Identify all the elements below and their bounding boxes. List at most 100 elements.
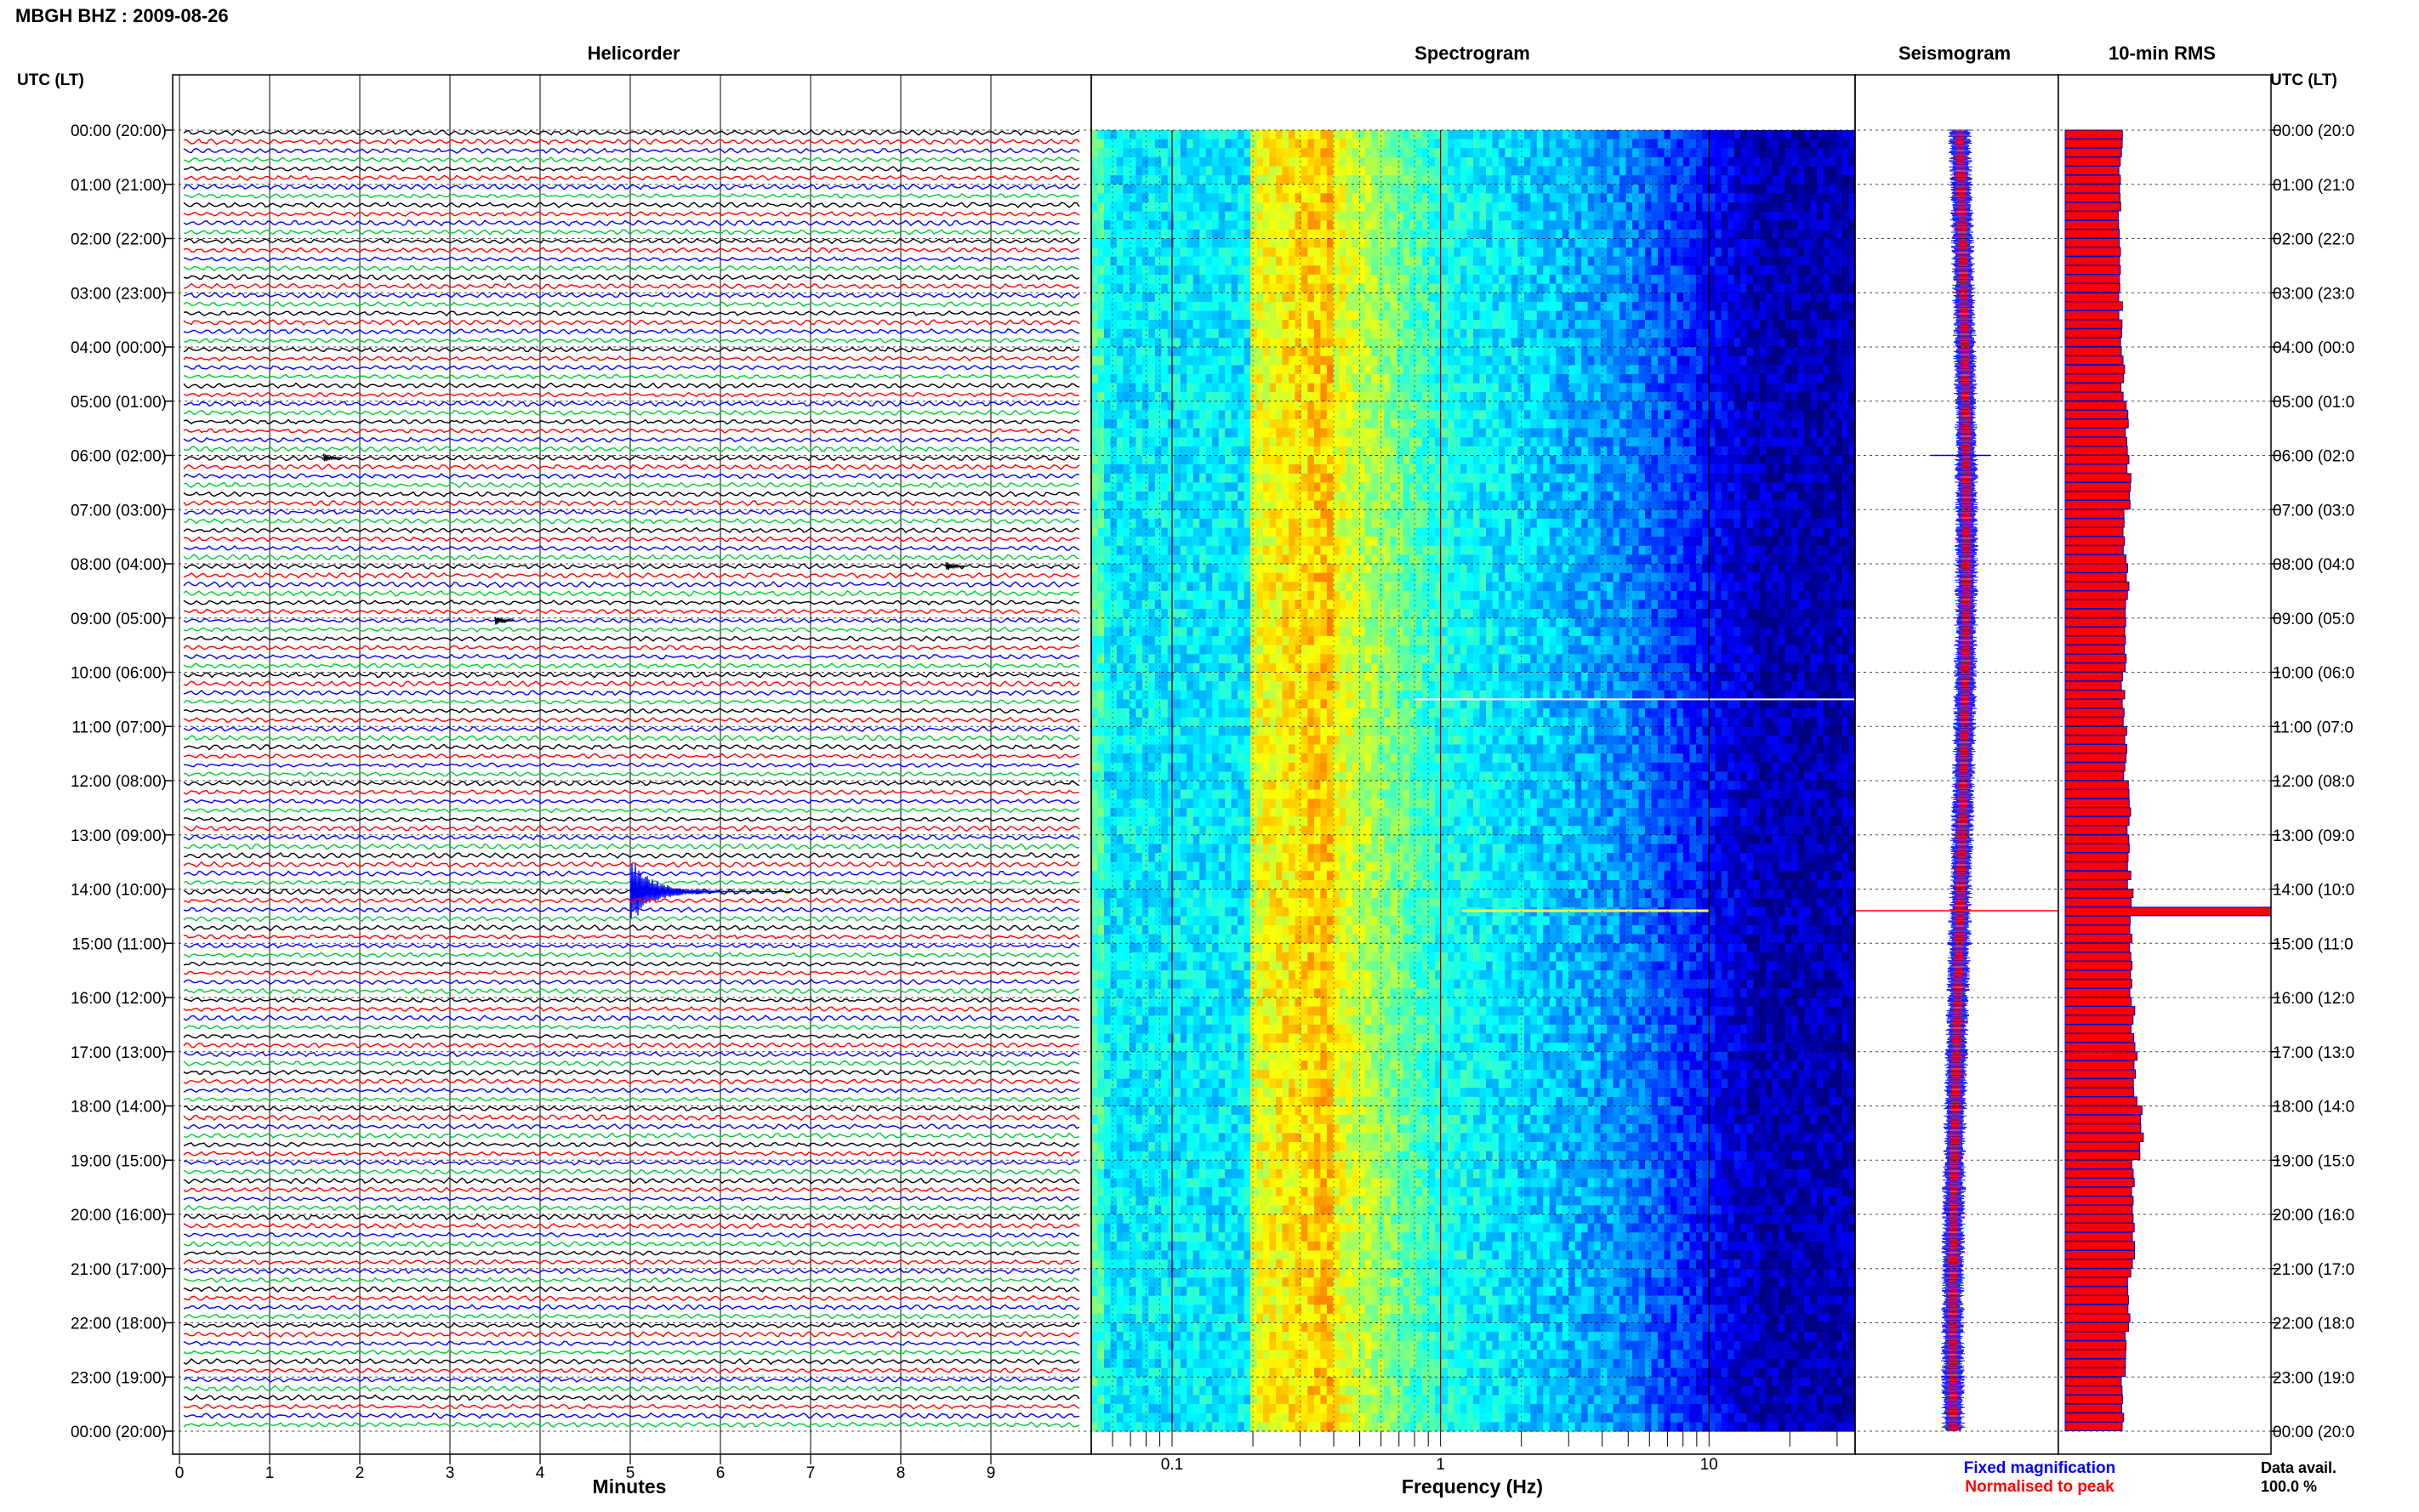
spectrogram-cell bbox=[1187, 293, 1194, 303]
spectrogram-cell bbox=[1466, 437, 1474, 447]
spectrogram-cell bbox=[1842, 328, 1850, 338]
spectrogram-cell bbox=[1549, 175, 1557, 185]
spectrogram-cell bbox=[1607, 202, 1614, 213]
spectrogram-cell bbox=[1123, 211, 1130, 221]
spectrogram-cell bbox=[1600, 139, 1608, 149]
spectrogram-cell bbox=[1435, 275, 1443, 285]
spectrogram-cell bbox=[1148, 220, 1156, 230]
spectrogram-cell bbox=[1466, 365, 1474, 375]
spectrogram-cell bbox=[1136, 347, 1143, 357]
spectrogram-cell bbox=[1250, 156, 1258, 168]
spectrogram-cell bbox=[1187, 392, 1194, 402]
spectrogram-cell bbox=[1676, 419, 1684, 429]
spectrogram-cell bbox=[1810, 338, 1818, 348]
spectrogram-cell bbox=[1830, 175, 1837, 185]
spectrogram-cell bbox=[1301, 392, 1309, 402]
spectrogram-cell bbox=[1619, 446, 1627, 457]
spectrogram-cell bbox=[1543, 328, 1551, 338]
spectrogram-cell bbox=[1454, 220, 1461, 230]
spectrogram-cell bbox=[1218, 428, 1226, 438]
spectrogram-cell bbox=[1594, 175, 1602, 185]
spectrogram-cell bbox=[1295, 211, 1302, 221]
spectrogram-cell bbox=[1721, 373, 1728, 384]
spectrogram-cell bbox=[1320, 175, 1328, 185]
spectrogram-cell bbox=[1313, 383, 1321, 393]
spectrogram-cell bbox=[1161, 275, 1169, 285]
spectrogram-cell bbox=[1199, 428, 1207, 438]
spectrogram-cell bbox=[1766, 175, 1773, 185]
spectrogram-cell bbox=[1238, 256, 1245, 266]
spectrogram-cell bbox=[1403, 365, 1410, 375]
spectrogram-cell bbox=[1218, 156, 1226, 168]
spectrogram-cell bbox=[1810, 148, 1818, 158]
spectrogram-cell bbox=[1574, 301, 1582, 312]
spectrogram-cell bbox=[1638, 437, 1646, 447]
spectrogram-cell bbox=[1810, 265, 1818, 276]
spectrogram-cell bbox=[1568, 166, 1576, 176]
spectrogram-cell bbox=[1651, 130, 1659, 140]
spectrogram-cell bbox=[1250, 301, 1258, 312]
spectrogram-cell bbox=[1225, 275, 1232, 285]
spectrogram-cell bbox=[1556, 275, 1563, 285]
spectrogram-cell bbox=[1746, 383, 1754, 393]
spectrogram-cell bbox=[1397, 492, 1404, 502]
spectrogram-cell bbox=[1422, 229, 1430, 240]
spectrogram-cell bbox=[1256, 193, 1264, 203]
spectrogram-cell bbox=[1167, 355, 1175, 366]
spectrogram-cell bbox=[1836, 419, 1843, 429]
spectrogram-cell bbox=[1517, 410, 1525, 420]
spectrogram-cell bbox=[1733, 238, 1741, 248]
spectrogram-cell bbox=[1702, 229, 1710, 240]
spectrogram-cell bbox=[1435, 383, 1443, 393]
spectrogram-cell bbox=[1136, 428, 1143, 438]
spectrogram-cell bbox=[1428, 301, 1436, 312]
spectrogram-cell bbox=[1607, 401, 1614, 411]
spectrogram-cell bbox=[1174, 130, 1181, 140]
spectrogram-cell bbox=[1619, 464, 1627, 475]
spectrogram-cell bbox=[1390, 473, 1397, 483]
spectrogram-cell bbox=[1212, 455, 1220, 465]
spectrogram-cell bbox=[1638, 320, 1646, 330]
spectrogram-cell bbox=[1511, 455, 1518, 465]
spectrogram-cell bbox=[1180, 310, 1187, 321]
spectrogram-cell bbox=[1123, 139, 1130, 149]
spectrogram-cell bbox=[1530, 428, 1538, 438]
spectrogram-cell bbox=[1116, 473, 1124, 483]
spectrogram-cell bbox=[1498, 392, 1505, 402]
spectrogram-cell bbox=[1187, 446, 1194, 457]
spectrogram-row bbox=[1091, 500, 1856, 510]
spectrogram-cell bbox=[1422, 419, 1430, 429]
spectrogram-cell bbox=[1333, 283, 1340, 293]
spectrogram-cell bbox=[1766, 365, 1773, 375]
spectrogram-cell bbox=[1320, 184, 1328, 194]
spectrogram-cell bbox=[1174, 392, 1181, 402]
spectrogram-cell bbox=[1638, 492, 1646, 502]
spectrogram-cell bbox=[1339, 383, 1346, 393]
spectrogram-cell bbox=[1536, 419, 1544, 429]
spectrogram-cell bbox=[1486, 211, 1494, 221]
spectrogram-cell bbox=[1161, 184, 1169, 194]
spectrogram-cell bbox=[1231, 293, 1238, 303]
spectrogram-cell bbox=[1842, 211, 1850, 221]
spectrogram-cell bbox=[1250, 265, 1258, 276]
spectrogram-cell bbox=[1671, 347, 1678, 357]
spectrogram-cell bbox=[1415, 437, 1423, 447]
spectrogram-cell bbox=[1498, 473, 1505, 483]
spectrogram-cell bbox=[1377, 229, 1385, 240]
spectrogram-cell bbox=[1397, 139, 1404, 149]
spectrogram-cell bbox=[1397, 283, 1404, 293]
spectrogram-cell bbox=[1651, 446, 1659, 457]
spectrogram-cell bbox=[1791, 301, 1799, 312]
spectrogram-cell bbox=[1746, 446, 1754, 457]
spectrogram-cell bbox=[1505, 211, 1512, 221]
spectrogram-cell bbox=[1174, 275, 1181, 285]
spectrogram-cell bbox=[1530, 148, 1538, 158]
spectrogram-cell bbox=[1836, 166, 1843, 176]
spectrogram-cell bbox=[1791, 283, 1799, 293]
spectrogram-row bbox=[1091, 355, 1856, 366]
spectrogram-cell bbox=[1543, 139, 1551, 149]
spectrogram-cell bbox=[1594, 301, 1602, 312]
spectrogram-cell bbox=[1346, 455, 1353, 465]
spectrogram-cell bbox=[1568, 310, 1576, 321]
spectrogram-cell bbox=[1091, 156, 1099, 168]
